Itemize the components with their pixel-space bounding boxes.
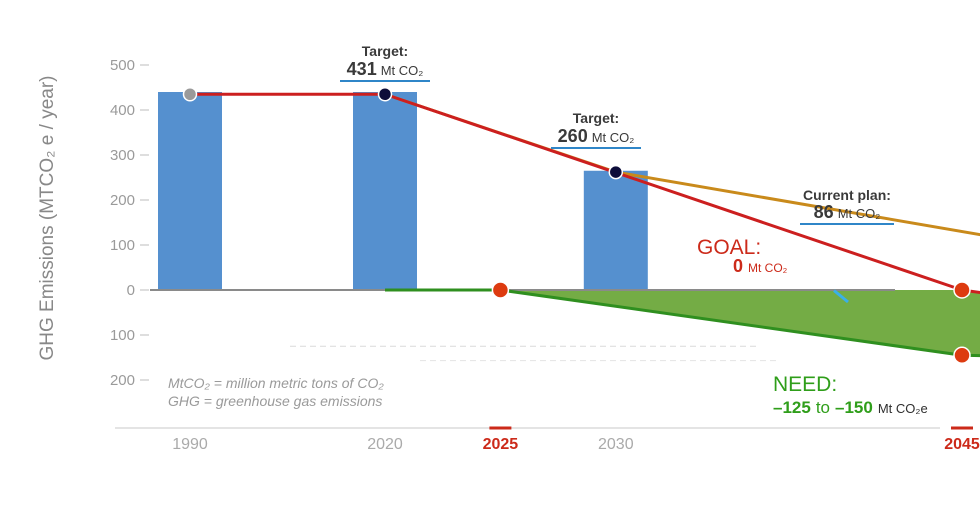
bar-layer: [158, 92, 648, 290]
x-tick-label-2045: 2045: [944, 436, 980, 453]
goal-annotation: GOAL: 0 Mt CO₂: [697, 236, 788, 276]
y-tick-label: 200: [110, 192, 135, 209]
need-value: –125 to –150 Mt CO₂e: [773, 398, 928, 417]
marker-2045--145: [953, 346, 971, 364]
y-tick-label: 100: [110, 237, 135, 254]
series-line-goal-path: [190, 92, 980, 294]
marker-2020-435: [377, 87, 393, 102]
target-2030-annotation: Target: 260 Mt CO₂: [551, 110, 641, 149]
x-tick-label-2025: 2025: [483, 436, 519, 453]
note-mtco2: MtCO₂ = million metric tons of CO₂: [168, 375, 384, 391]
bar-2020: [353, 92, 417, 290]
marker-2030-262: [608, 164, 624, 180]
marker-2025-0: [491, 281, 510, 299]
y-tick-label: 200: [110, 372, 135, 389]
bar-1990: [158, 92, 222, 290]
target-2020-value: 431 Mt CO₂: [347, 59, 424, 79]
y-tick-label: 300: [110, 147, 135, 164]
current-plan-label: Current plan:: [803, 187, 891, 203]
y-tick-label: 100: [110, 327, 135, 344]
series-line-current-plan: [384, 92, 980, 237]
zero-line-accent: [833, 289, 849, 304]
goal-value: 0 Mt CO₂: [733, 256, 788, 276]
current-plan-value: 86 Mt CO₂: [814, 202, 881, 222]
marker-1990-435: [182, 87, 198, 102]
marker-2045-0: [953, 281, 971, 299]
target-2030-value: 260 Mt CO₂: [558, 126, 635, 146]
y-tick-label: 400: [110, 102, 135, 119]
y-tick-label: 0: [127, 282, 135, 299]
x-axis-layer: 199020202025203020452050: [115, 426, 980, 453]
grid-layer: 500 400 300 200 100 0 100 200: [110, 57, 780, 389]
y-axis-label: GHG Emissions (MTCO₂ e / year): [37, 75, 58, 360]
target-2020-annotation: Target: 431 Mt CO₂: [340, 43, 430, 82]
y-tick-label: 500: [110, 57, 135, 74]
bar-2030: [583, 170, 648, 290]
target-2030-label: Target:: [573, 110, 619, 126]
note-ghg: GHG = greenhouse gas emissions: [168, 393, 382, 409]
x-tick-label-2030: 2030: [598, 436, 634, 453]
zero-line-layer: [150, 289, 895, 304]
need-annotation: NEED: –125 to –150 Mt CO₂e: [773, 373, 928, 417]
target-2020-label: Target:: [362, 43, 408, 59]
marker-layer: [182, 87, 971, 364]
current-plan-annotation: Current plan: 86 Mt CO₂: [800, 187, 894, 225]
need-label: NEED:: [773, 373, 837, 396]
x-tick-label-1990: 1990: [172, 436, 208, 453]
series-line-need-path: [385, 288, 980, 358]
goal-label: GOAL:: [697, 236, 761, 259]
x-tick-label-2020: 2020: [367, 436, 403, 453]
